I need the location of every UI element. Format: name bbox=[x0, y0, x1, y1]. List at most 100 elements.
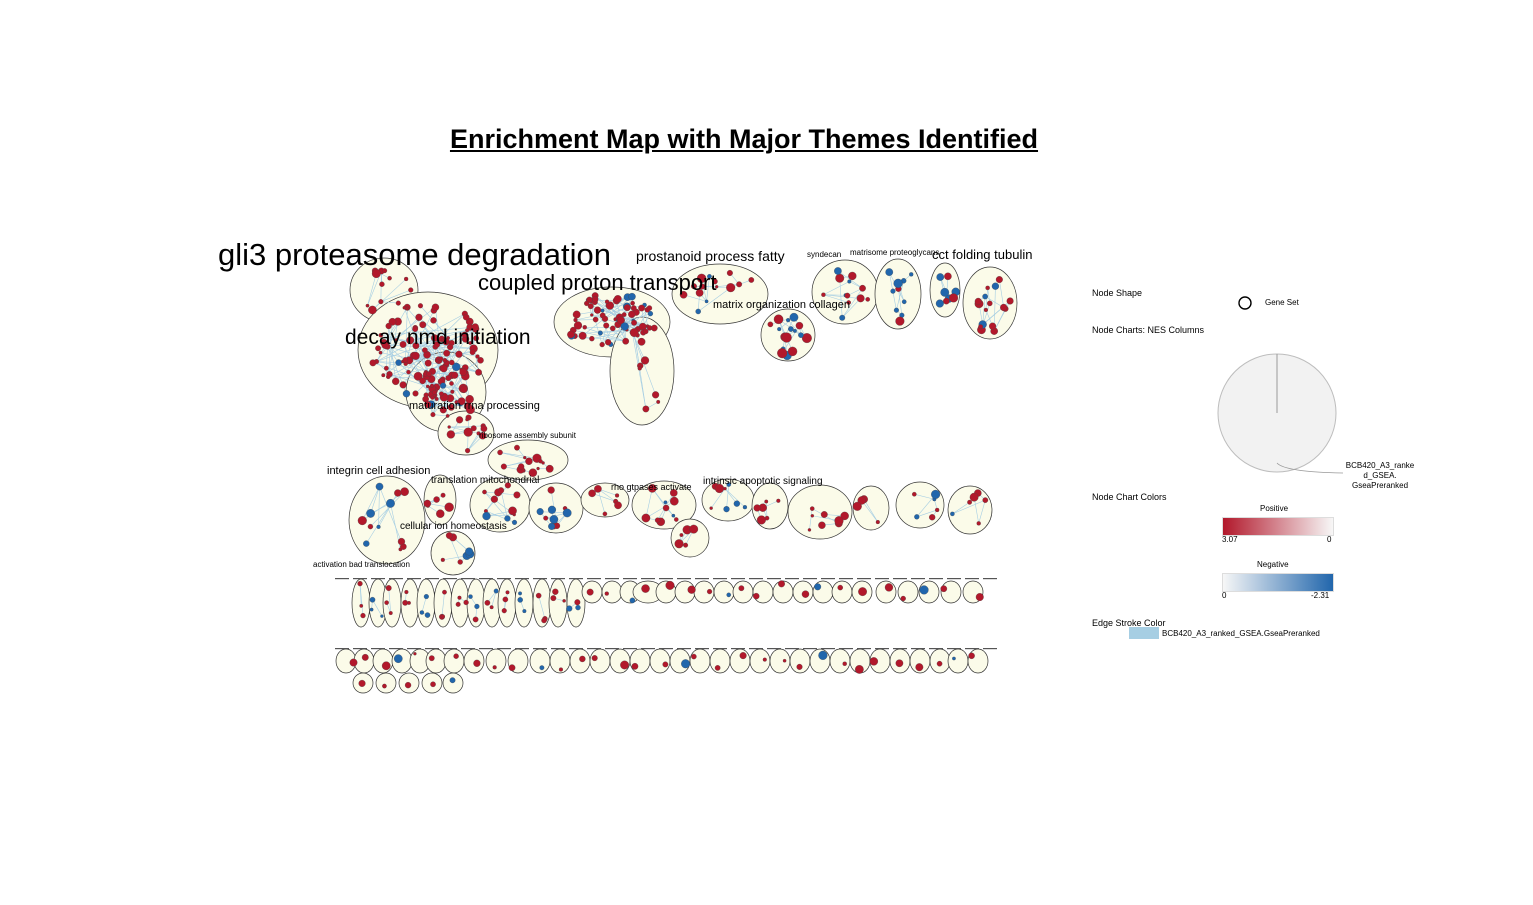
gene-set-node[interactable] bbox=[451, 371, 459, 379]
gene-set-node[interactable] bbox=[536, 508, 544, 516]
gene-set-node[interactable] bbox=[671, 513, 676, 518]
gene-set-node[interactable] bbox=[723, 506, 730, 513]
gene-set-node[interactable] bbox=[479, 432, 487, 440]
gene-set-node[interactable] bbox=[562, 508, 572, 518]
gene-set-node[interactable] bbox=[859, 284, 866, 292]
gene-set-node[interactable] bbox=[818, 650, 828, 660]
gene-set-node[interactable] bbox=[795, 321, 804, 330]
gene-set-node[interactable] bbox=[405, 306, 410, 311]
gene-set-node[interactable] bbox=[991, 282, 1000, 290]
gene-set-node[interactable] bbox=[835, 273, 845, 283]
gene-set-node[interactable] bbox=[931, 489, 941, 499]
gene-set-node[interactable] bbox=[475, 354, 480, 359]
gene-set-node[interactable] bbox=[648, 484, 657, 493]
gene-set-node[interactable] bbox=[371, 269, 381, 278]
gene-set-node[interactable] bbox=[423, 594, 429, 600]
gene-set-node[interactable] bbox=[447, 425, 451, 429]
gene-set-node[interactable] bbox=[445, 414, 450, 418]
gene-set-node[interactable] bbox=[508, 664, 516, 672]
gene-set-node[interactable] bbox=[588, 489, 596, 498]
gene-set-node[interactable] bbox=[781, 332, 792, 343]
gene-set-node[interactable] bbox=[579, 655, 586, 663]
gene-set-node[interactable] bbox=[834, 516, 844, 526]
gene-set-node[interactable] bbox=[439, 406, 447, 414]
gene-set-node[interactable] bbox=[603, 322, 610, 329]
gene-set-node[interactable] bbox=[968, 652, 975, 660]
gene-set-node[interactable] bbox=[385, 585, 392, 591]
gene-set-node[interactable] bbox=[726, 270, 733, 276]
gene-set-node[interactable] bbox=[674, 539, 684, 549]
gene-set-node[interactable] bbox=[490, 495, 498, 503]
gene-set-node[interactable] bbox=[430, 681, 436, 688]
gene-set-node[interactable] bbox=[433, 496, 440, 503]
gene-set-node[interactable] bbox=[895, 659, 904, 668]
gene-set-node[interactable] bbox=[357, 516, 367, 526]
gene-set-node[interactable] bbox=[614, 493, 620, 498]
gene-set-node[interactable] bbox=[989, 322, 997, 330]
gene-set-node[interactable] bbox=[419, 377, 426, 385]
gene-set-node[interactable] bbox=[652, 391, 660, 399]
gene-set-node[interactable] bbox=[404, 681, 412, 689]
gene-set-node[interactable] bbox=[834, 267, 842, 275]
gene-set-node[interactable] bbox=[449, 677, 456, 684]
gene-set-node[interactable] bbox=[522, 609, 527, 614]
gene-set-node[interactable] bbox=[444, 502, 454, 512]
gene-set-node[interactable] bbox=[402, 305, 407, 310]
gene-set-node[interactable] bbox=[400, 487, 409, 496]
gene-set-node[interactable] bbox=[704, 299, 709, 304]
gene-set-node[interactable] bbox=[689, 524, 699, 534]
gene-set-node[interactable] bbox=[884, 583, 894, 592]
gene-set-node[interactable] bbox=[489, 605, 494, 610]
gene-set-node[interactable] bbox=[900, 595, 906, 602]
gene-set-node[interactable] bbox=[457, 397, 466, 406]
gene-set-node[interactable] bbox=[940, 287, 950, 297]
gene-set-node[interactable] bbox=[798, 332, 804, 338]
gene-set-node[interactable] bbox=[589, 336, 595, 342]
gene-set-node[interactable] bbox=[712, 278, 718, 285]
gene-set-node[interactable] bbox=[601, 315, 609, 322]
gene-set-node[interactable] bbox=[399, 381, 407, 389]
gene-set-node[interactable] bbox=[513, 491, 521, 499]
gene-set-node[interactable] bbox=[950, 511, 955, 517]
gene-set-node[interactable] bbox=[764, 499, 769, 504]
gene-set-node[interactable] bbox=[376, 524, 381, 529]
gene-set-node[interactable] bbox=[459, 368, 468, 376]
gene-set-node[interactable] bbox=[985, 285, 990, 291]
gene-set-node[interactable] bbox=[382, 268, 388, 274]
gene-set-node[interactable] bbox=[567, 330, 575, 339]
gene-set-node[interactable] bbox=[539, 665, 545, 671]
gene-set-node[interactable] bbox=[378, 332, 384, 338]
gene-set-node[interactable] bbox=[369, 359, 377, 367]
gene-set-node[interactable] bbox=[574, 599, 581, 606]
gene-set-node[interactable] bbox=[552, 588, 559, 595]
gene-set-node[interactable] bbox=[809, 506, 815, 511]
gene-set-node[interactable] bbox=[753, 504, 761, 512]
gene-set-node[interactable] bbox=[547, 505, 557, 514]
gene-set-node[interactable] bbox=[1000, 303, 1008, 312]
gene-set-node[interactable] bbox=[349, 658, 358, 667]
gene-set-node[interactable] bbox=[381, 341, 390, 349]
gene-set-node[interactable] bbox=[358, 679, 366, 687]
gene-set-node[interactable] bbox=[610, 325, 616, 332]
gene-set-node[interactable] bbox=[679, 290, 688, 299]
gene-set-node[interactable] bbox=[573, 321, 583, 330]
gene-set-node[interactable] bbox=[399, 341, 407, 348]
gene-set-node[interactable] bbox=[788, 326, 794, 332]
gene-set-node[interactable] bbox=[518, 463, 525, 470]
gene-set-node[interactable] bbox=[592, 296, 599, 303]
gene-set-node[interactable] bbox=[976, 521, 981, 526]
gene-set-node[interactable] bbox=[647, 311, 654, 317]
gene-set-node[interactable] bbox=[848, 271, 857, 281]
gene-set-node[interactable] bbox=[393, 654, 403, 663]
gene-set-node[interactable] bbox=[492, 665, 497, 670]
gene-set-node[interactable] bbox=[597, 330, 603, 336]
gene-set-node[interactable] bbox=[445, 532, 453, 539]
gene-set-node[interactable] bbox=[431, 303, 440, 311]
gene-set-node[interactable] bbox=[449, 381, 454, 386]
gene-set-node[interactable] bbox=[893, 307, 899, 313]
gene-set-node[interactable] bbox=[656, 399, 661, 404]
gene-set-node[interactable] bbox=[630, 305, 637, 312]
gene-set-node[interactable] bbox=[847, 279, 852, 284]
gene-set-node[interactable] bbox=[787, 346, 798, 357]
gene-set-node[interactable] bbox=[1006, 297, 1014, 305]
